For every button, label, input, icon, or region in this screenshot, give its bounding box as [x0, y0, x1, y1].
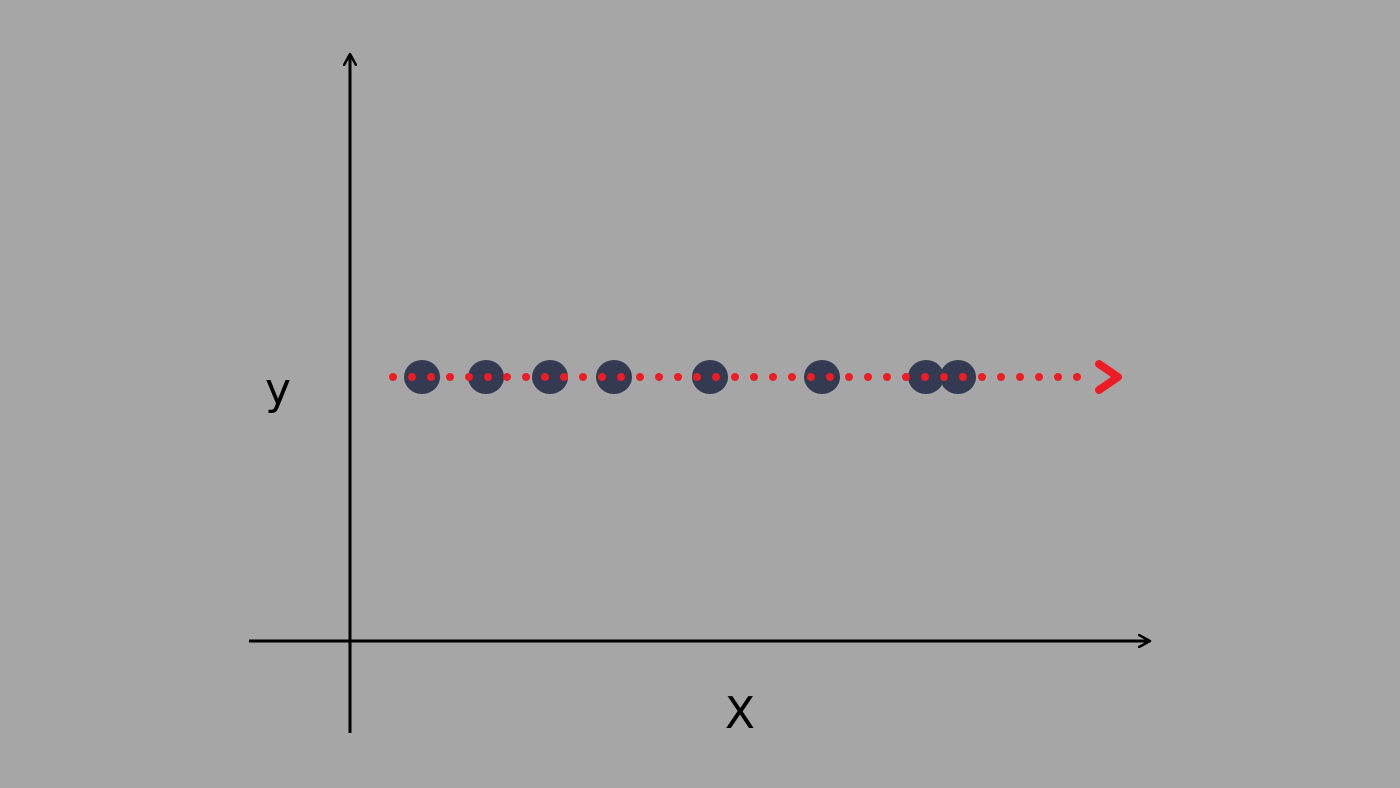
- arrow-dot: [560, 373, 568, 381]
- arrow-dot: [788, 373, 796, 381]
- arrow-dot: [446, 373, 454, 381]
- arrow-dot: [1073, 373, 1081, 381]
- arrow-dot: [541, 373, 549, 381]
- data-point: [692, 360, 728, 394]
- arrow-dot: [807, 373, 815, 381]
- arrow-dot: [978, 373, 986, 381]
- arrow-dot: [845, 373, 853, 381]
- data-point: [596, 360, 632, 394]
- arrow-head: [1095, 360, 1122, 394]
- arrow-dot: [484, 373, 492, 381]
- arrow-dot: [712, 373, 720, 381]
- arrow-dot: [940, 373, 948, 381]
- data-points: [404, 360, 976, 394]
- arrow-dot: [579, 373, 587, 381]
- arrow-dot: [617, 373, 625, 381]
- arrow-dot: [864, 373, 872, 381]
- arrow-dot: [522, 373, 530, 381]
- data-point: [532, 360, 568, 394]
- arrow-dot: [826, 373, 834, 381]
- arrow-dot: [389, 373, 397, 381]
- arrow-dot: [636, 373, 644, 381]
- y-axis-label: y: [265, 364, 291, 415]
- arrow-dot: [921, 373, 929, 381]
- arrow-dot: [427, 373, 435, 381]
- arrow-dot: [883, 373, 891, 381]
- arrow-dot: [769, 373, 777, 381]
- arrow-dot: [1035, 373, 1043, 381]
- arrow-dot: [902, 373, 910, 381]
- arrow-dot: [693, 373, 701, 381]
- arrow-dot: [1054, 373, 1062, 381]
- arrow-dot: [465, 373, 473, 381]
- arrow-dot: [598, 373, 606, 381]
- arrow-dot: [655, 373, 663, 381]
- arrow-dot: [959, 373, 967, 381]
- x-axis-label: X: [725, 688, 755, 739]
- arrow-dot: [408, 373, 416, 381]
- arrow-dot: [674, 373, 682, 381]
- data-point: [804, 360, 840, 394]
- arrow-dot: [503, 373, 511, 381]
- arrow-dot: [750, 373, 758, 381]
- red-dotted-arrow: [389, 360, 1122, 394]
- data-point: [940, 360, 976, 394]
- arrow-dot: [731, 373, 739, 381]
- data-point: [404, 360, 440, 394]
- arrow-dot: [1016, 373, 1024, 381]
- arrow-dot: [997, 373, 1005, 381]
